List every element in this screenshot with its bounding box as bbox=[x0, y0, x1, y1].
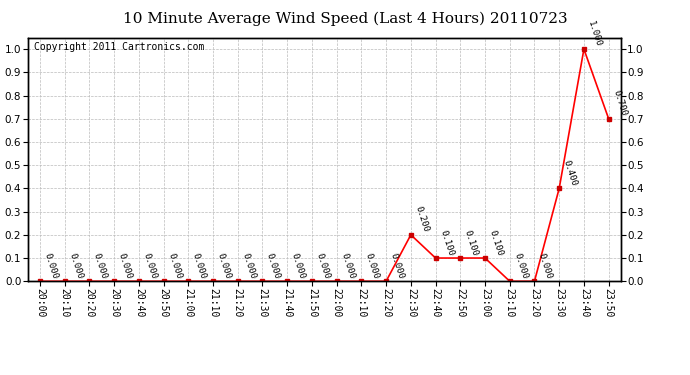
Text: 0.000: 0.000 bbox=[67, 252, 84, 280]
Text: 0.200: 0.200 bbox=[413, 206, 430, 234]
Text: 0.100: 0.100 bbox=[487, 228, 504, 257]
Text: 0.000: 0.000 bbox=[92, 252, 109, 280]
Text: 0.000: 0.000 bbox=[339, 252, 356, 280]
Text: 0.000: 0.000 bbox=[364, 252, 381, 280]
Text: 0.000: 0.000 bbox=[265, 252, 282, 280]
Text: 0.000: 0.000 bbox=[512, 252, 529, 280]
Text: 0.700: 0.700 bbox=[611, 89, 628, 118]
Text: 0.000: 0.000 bbox=[166, 252, 183, 280]
Text: 0.000: 0.000 bbox=[190, 252, 208, 280]
Text: 0.400: 0.400 bbox=[562, 159, 578, 187]
Text: 0.000: 0.000 bbox=[43, 252, 59, 280]
Text: 0.000: 0.000 bbox=[117, 252, 133, 280]
Text: 0.100: 0.100 bbox=[438, 228, 455, 257]
Text: 0.000: 0.000 bbox=[141, 252, 158, 280]
Text: 1.000: 1.000 bbox=[586, 20, 603, 48]
Text: Copyright 2011 Cartronics.com: Copyright 2011 Cartronics.com bbox=[34, 42, 204, 52]
Text: 0.000: 0.000 bbox=[537, 252, 554, 280]
Text: 0.000: 0.000 bbox=[388, 252, 406, 280]
Text: 0.000: 0.000 bbox=[240, 252, 257, 280]
Text: 0.000: 0.000 bbox=[215, 252, 233, 280]
Text: 0.000: 0.000 bbox=[290, 252, 306, 280]
Text: 0.100: 0.100 bbox=[463, 228, 480, 257]
Text: 10 Minute Average Wind Speed (Last 4 Hours) 20110723: 10 Minute Average Wind Speed (Last 4 Hou… bbox=[123, 11, 567, 26]
Text: 0.000: 0.000 bbox=[315, 252, 331, 280]
